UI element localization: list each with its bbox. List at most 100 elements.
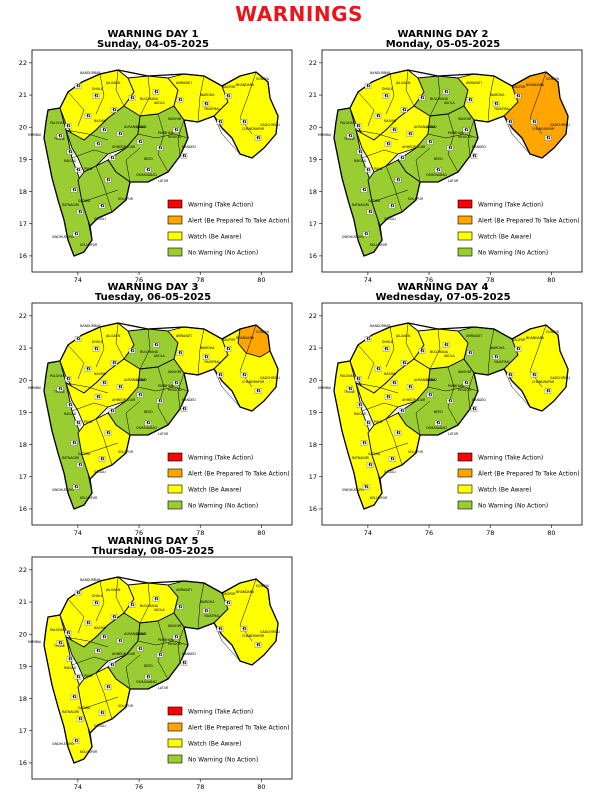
x-tick-label: 78 — [196, 276, 204, 282]
district-boundary — [157, 366, 169, 426]
district-boundary — [95, 326, 105, 368]
thunderstorm-icon — [100, 634, 108, 640]
place-label: AMRAVATI — [176, 588, 192, 592]
y-tick-label: 17 — [19, 727, 27, 735]
place-label: BEED — [144, 157, 153, 161]
y-tick-label: 21 — [309, 344, 317, 352]
place-label: PARBHANI — [448, 384, 464, 388]
place-label: PUNE — [84, 167, 93, 171]
y-tick-label: 20 — [309, 123, 317, 131]
place-label: JALGAON — [395, 81, 411, 85]
place-label: BEED — [144, 664, 153, 668]
district-boundary — [239, 578, 257, 642]
place-label: CHANDRAPUR — [532, 380, 555, 384]
legend-label: Watch (Be Aware) — [478, 487, 531, 494]
thunderstorm-icon — [136, 646, 144, 652]
place-label: RATNAGIRI — [62, 456, 79, 460]
district-boundary — [65, 382, 109, 394]
place-label: GADCHIROLI — [260, 123, 280, 127]
thunderstorm-icon — [384, 394, 392, 400]
place-label: JALNA — [425, 378, 436, 382]
x-tick-label: 76 — [425, 529, 433, 535]
place-label: NANDURBAR — [370, 324, 391, 328]
place-label: SINDHUDURG — [342, 235, 365, 239]
panel-day-label: WARNING DAY 5 — [107, 536, 199, 547]
forecast-map: MUMBAI KOLHAPUR SINDHUDURG NAGPUR AMRAVATI AK… — [19, 302, 293, 535]
district-boundary — [137, 386, 189, 392]
y-tick-label: 16 — [309, 505, 317, 513]
place-label: OSMANABAD — [426, 173, 447, 177]
place-label: SATARA — [78, 452, 91, 456]
place-label: AHMEDNAGAR — [112, 145, 136, 149]
thunderstorm-icon — [108, 408, 116, 414]
place-label: NAGPUR — [222, 85, 236, 89]
place-label: SINDHUDURG — [52, 235, 75, 239]
thunderstorm-icon — [384, 141, 392, 147]
thunderstorm-icon — [374, 366, 382, 372]
district-boundary — [177, 119, 185, 157]
x-tick-label: 78 — [486, 529, 494, 535]
district-boundary — [529, 71, 547, 135]
thunderstorm-icon — [110, 360, 118, 366]
thunderstorm-icon — [374, 113, 382, 119]
place-label: YAVATMAL — [494, 360, 510, 364]
state-boundary — [43, 69, 279, 257]
place-label: WASHIM — [458, 370, 472, 374]
thunderstorm-icon — [156, 398, 164, 404]
place-label: PARBHANI — [158, 131, 174, 135]
place-label: SANGLI — [384, 470, 396, 474]
place-label: WARDHA — [490, 93, 505, 97]
place-label: JALGAON — [105, 81, 121, 85]
thunderstorm-icon — [116, 638, 124, 644]
district-boundary — [405, 69, 415, 107]
district-boundary — [529, 324, 547, 388]
place-label: PALGHAR — [50, 121, 66, 125]
place-label: RATNAGIRI — [352, 203, 369, 207]
thunderstorm-icon — [398, 155, 406, 161]
thunderstorm-icon — [176, 604, 184, 610]
y-tick-label: 21 — [309, 91, 317, 99]
day-5-panel: WARNING DAY 5 Thursday, 08-05-2025 MUMBA… — [8, 536, 298, 789]
district-boundary — [361, 402, 399, 412]
legend-swatch-warning — [167, 199, 183, 209]
place-label: DHULE — [92, 594, 103, 598]
thunderstorm-icon — [382, 93, 390, 99]
thunderstorm-icon — [104, 177, 112, 183]
thunderstorm-icon — [100, 127, 108, 133]
thunderstorm-icon — [74, 83, 82, 89]
place-label: HINGOLI — [168, 135, 181, 139]
thunderstorm-icon — [470, 406, 478, 412]
thunderstorm-icon — [364, 167, 372, 173]
thunderstorm-icon — [364, 83, 372, 89]
thunderstorm-icon — [104, 430, 112, 436]
place-label: WASHIM — [168, 624, 182, 628]
thunderstorm-icon — [462, 127, 470, 133]
place-label: SATARA — [78, 199, 91, 203]
place-label: BULDHANA — [140, 350, 159, 354]
legend-label: Warning (Take Action) — [188, 202, 253, 209]
district-boundary — [95, 580, 105, 622]
place-label: THANE — [53, 390, 65, 394]
panel-date-label: Sunday, 04-05-2025 — [96, 39, 210, 50]
thunderstorm-icon — [180, 406, 188, 412]
y-tick-label: 21 — [19, 598, 27, 606]
thunderstorm-icon — [400, 107, 408, 113]
thunderstorm-icon — [462, 380, 470, 386]
place-label: KOLHAPUR — [370, 496, 388, 500]
place-label: RAIGAD — [64, 666, 77, 670]
legend-label: Watch (Be Aware) — [188, 741, 241, 748]
thunderstorm-icon — [400, 360, 408, 366]
district-boundary — [385, 326, 395, 368]
y-tick-label: 22 — [309, 312, 317, 320]
y-tick-label: 22 — [19, 59, 27, 67]
y-tick-label: 18 — [19, 188, 27, 196]
thunderstorm-icon — [514, 346, 522, 352]
district-boundary — [95, 165, 113, 213]
x-tick-label: 76 — [425, 276, 433, 282]
y-tick-label: 22 — [19, 312, 27, 320]
place-label: NAGPUR — [512, 338, 526, 342]
place-label: NANDURBAR — [80, 578, 101, 582]
place-label: RAIGAD — [64, 412, 77, 416]
thunderstorm-icon — [254, 642, 262, 648]
thunderstorm-icon — [356, 149, 364, 155]
